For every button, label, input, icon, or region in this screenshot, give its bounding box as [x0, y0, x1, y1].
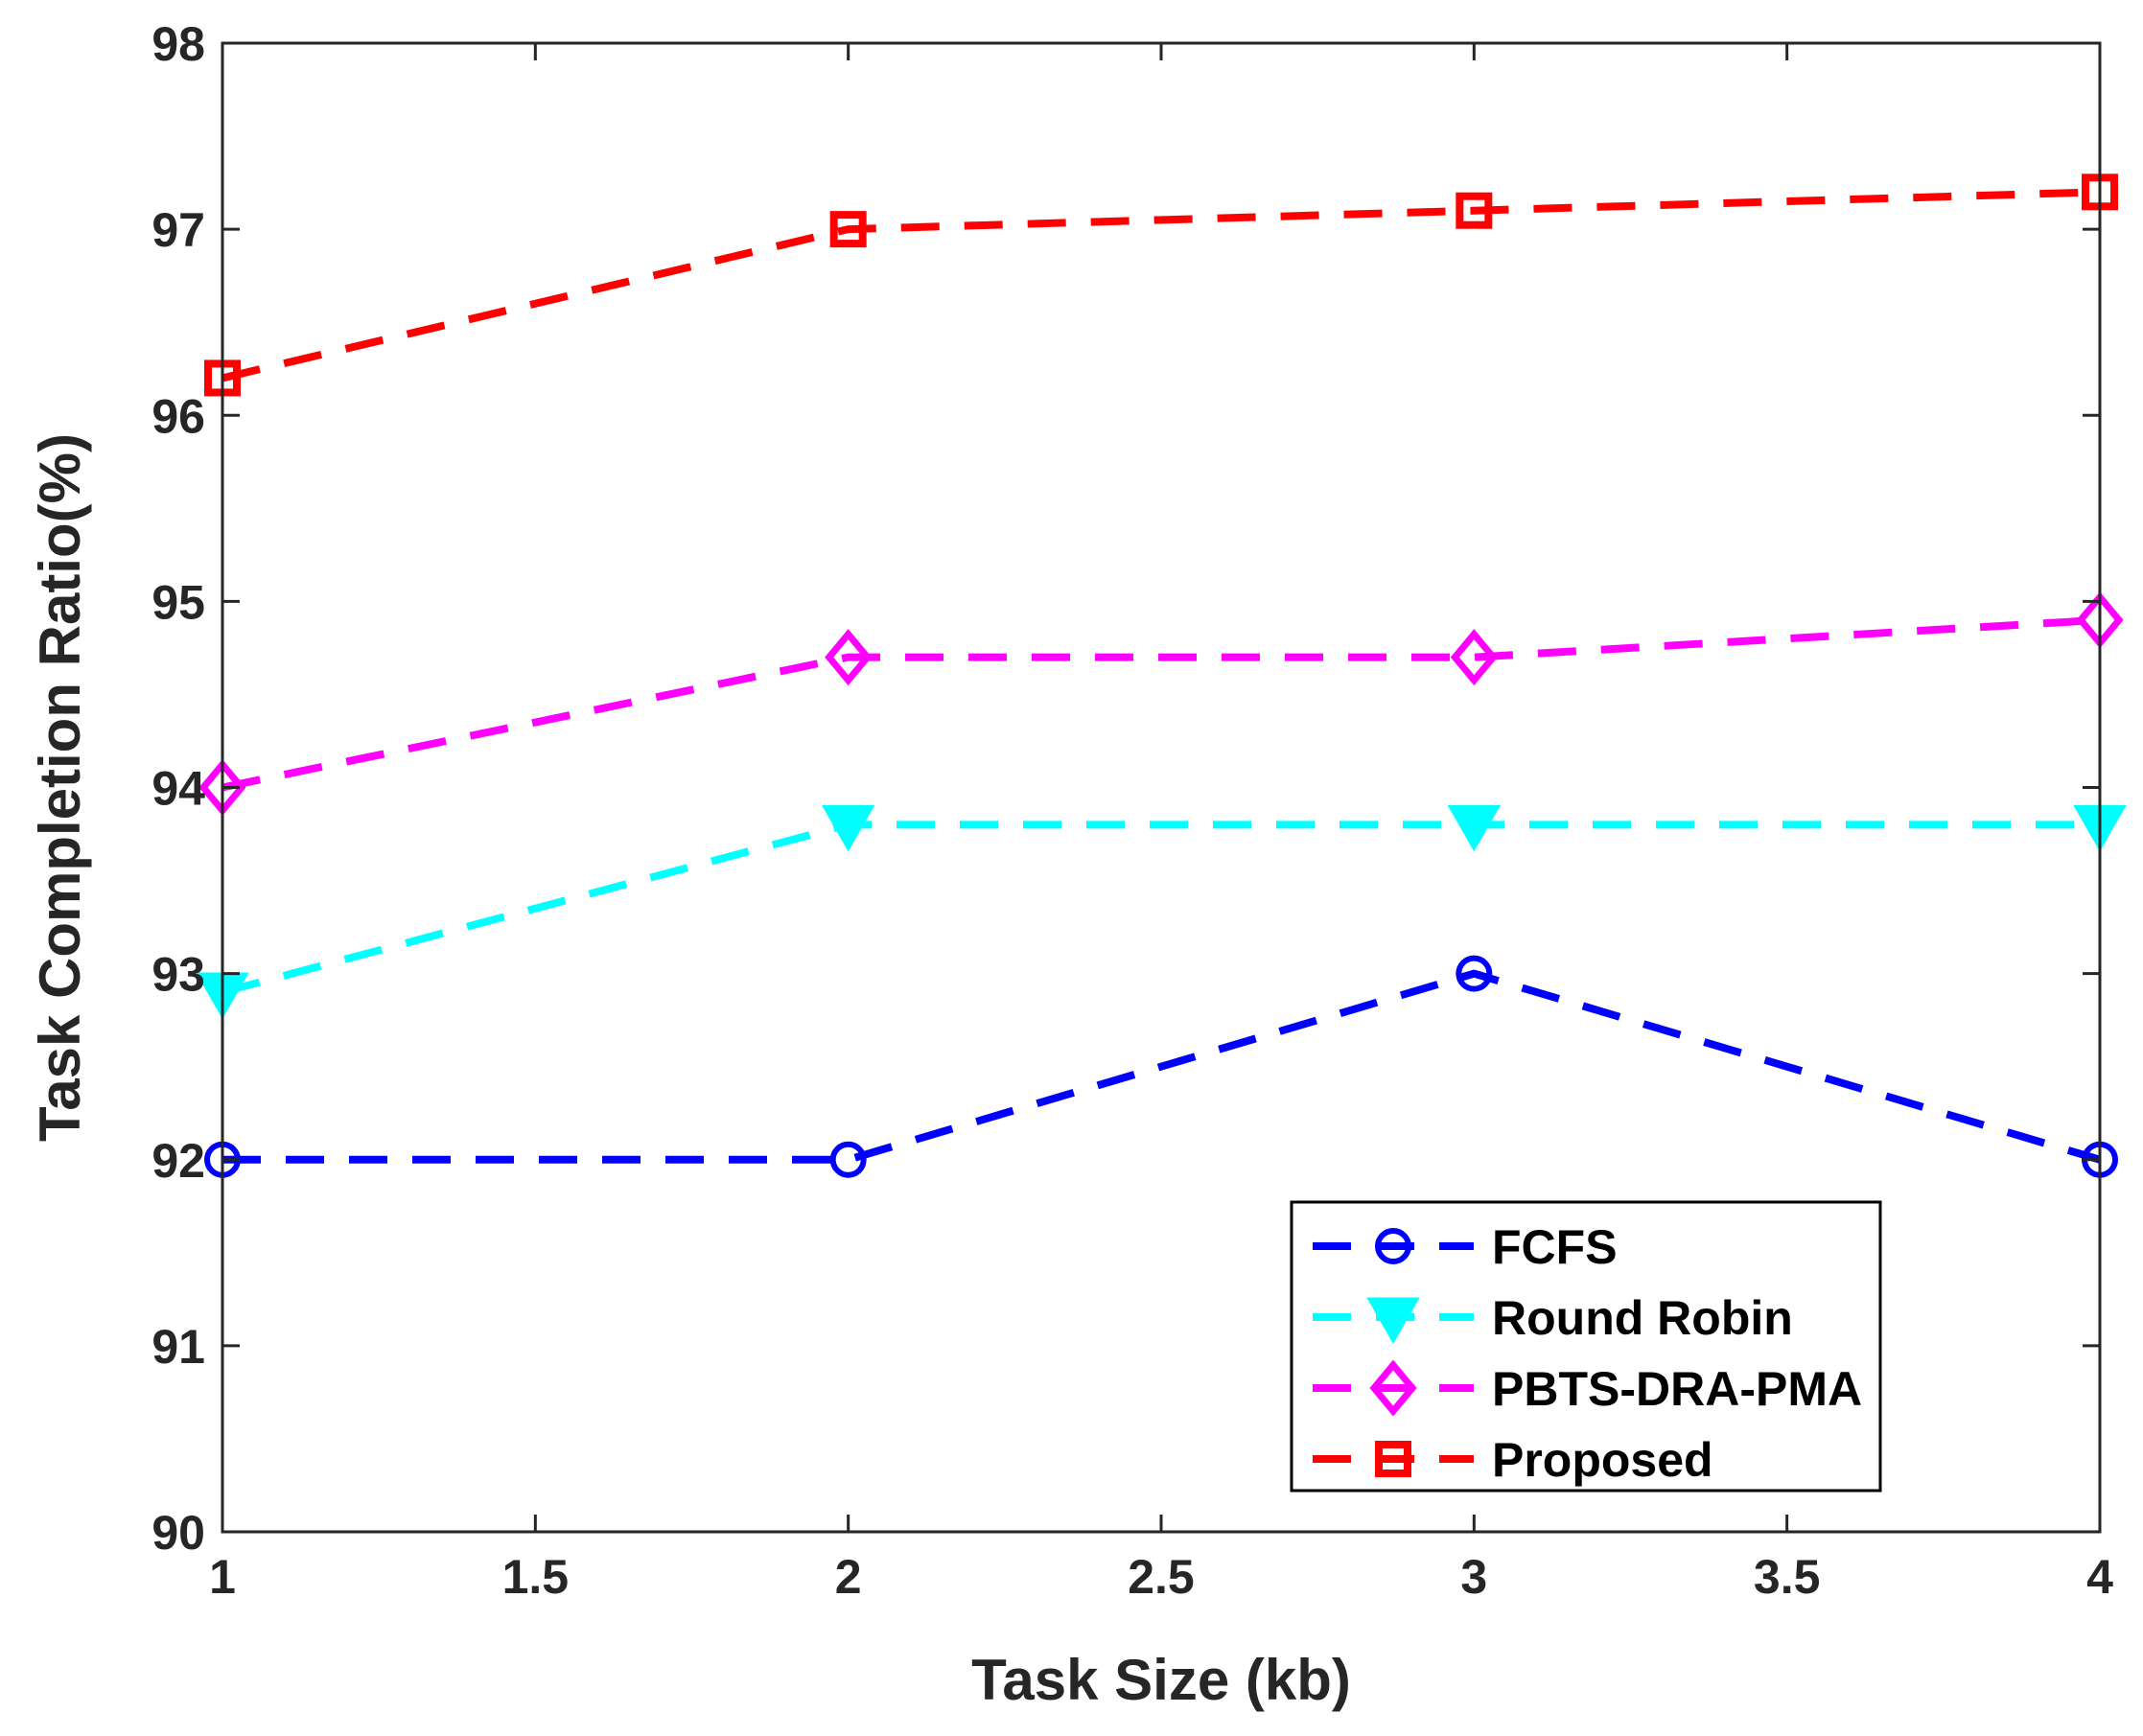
- data-point-pbts-dra-pma: [825, 629, 873, 686]
- legend-label-proposed: Proposed: [1492, 1433, 1713, 1487]
- data-point-proposed: [829, 211, 867, 248]
- legend-marker-round-robin: [1366, 1297, 1420, 1345]
- y-tick-label: 90: [151, 1506, 205, 1560]
- data-point-proposed: [1456, 192, 1493, 229]
- x-tick-label: 2.5: [1128, 1550, 1195, 1604]
- y-axis-label: Task Completion Ratio(%): [28, 433, 92, 1142]
- data-point-round-robin: [821, 804, 875, 852]
- legend-marker-fcfs: [1375, 1228, 1411, 1264]
- x-tick-label: 4: [2086, 1550, 2113, 1604]
- x-tick-label: 1.5: [502, 1550, 570, 1604]
- data-point-fcfs: [1456, 955, 1493, 992]
- legend-label-pbts-dra-pma: PBTS-DRA-PMA: [1492, 1362, 1862, 1416]
- legend-marker-proposed: [1375, 1441, 1411, 1477]
- legend-label-round-robin: Round Robin: [1492, 1291, 1793, 1345]
- y-tick-label: 92: [151, 1134, 205, 1188]
- legend: FCFS Round Robin PBTS-DRA-PMA Proposed: [1290, 1200, 1882, 1493]
- y-tick-label: 97: [151, 203, 205, 257]
- series-line-pbts-dra-pma: [221, 615, 2101, 792]
- legend-label-fcfs: FCFS: [1492, 1220, 1618, 1274]
- series-line-fcfs: [222, 969, 2102, 1164]
- x-tick-label: 3.5: [1754, 1550, 1821, 1604]
- y-tick-label: 95: [151, 575, 205, 629]
- y-tick-label: 98: [151, 17, 205, 71]
- series-line-proposed: [221, 188, 2101, 382]
- x-tick-label: 3: [1460, 1550, 1487, 1604]
- y-tick-label: 94: [151, 762, 205, 816]
- legend-marker-pbts-dra-pma: [1369, 1359, 1417, 1417]
- data-point-fcfs: [829, 1141, 867, 1178]
- data-point-pbts-dra-pma: [1450, 629, 1498, 686]
- x-tick-label: 1: [209, 1550, 236, 1604]
- y-tick-label: 93: [151, 948, 205, 1002]
- axes-layer: 1 1.5 2 2.5 3 3.5 4 90 91 92 93 94 95 96 97 98: [151, 17, 2113, 1604]
- x-axis-label: Task Size (kb): [971, 1648, 1351, 1712]
- data-point-round-robin: [1447, 804, 1502, 852]
- series-line-round-robin: [221, 821, 2100, 996]
- x-tick-label: 2: [835, 1550, 862, 1604]
- y-tick-label: 91: [151, 1320, 205, 1374]
- y-tick-label: 96: [151, 389, 205, 443]
